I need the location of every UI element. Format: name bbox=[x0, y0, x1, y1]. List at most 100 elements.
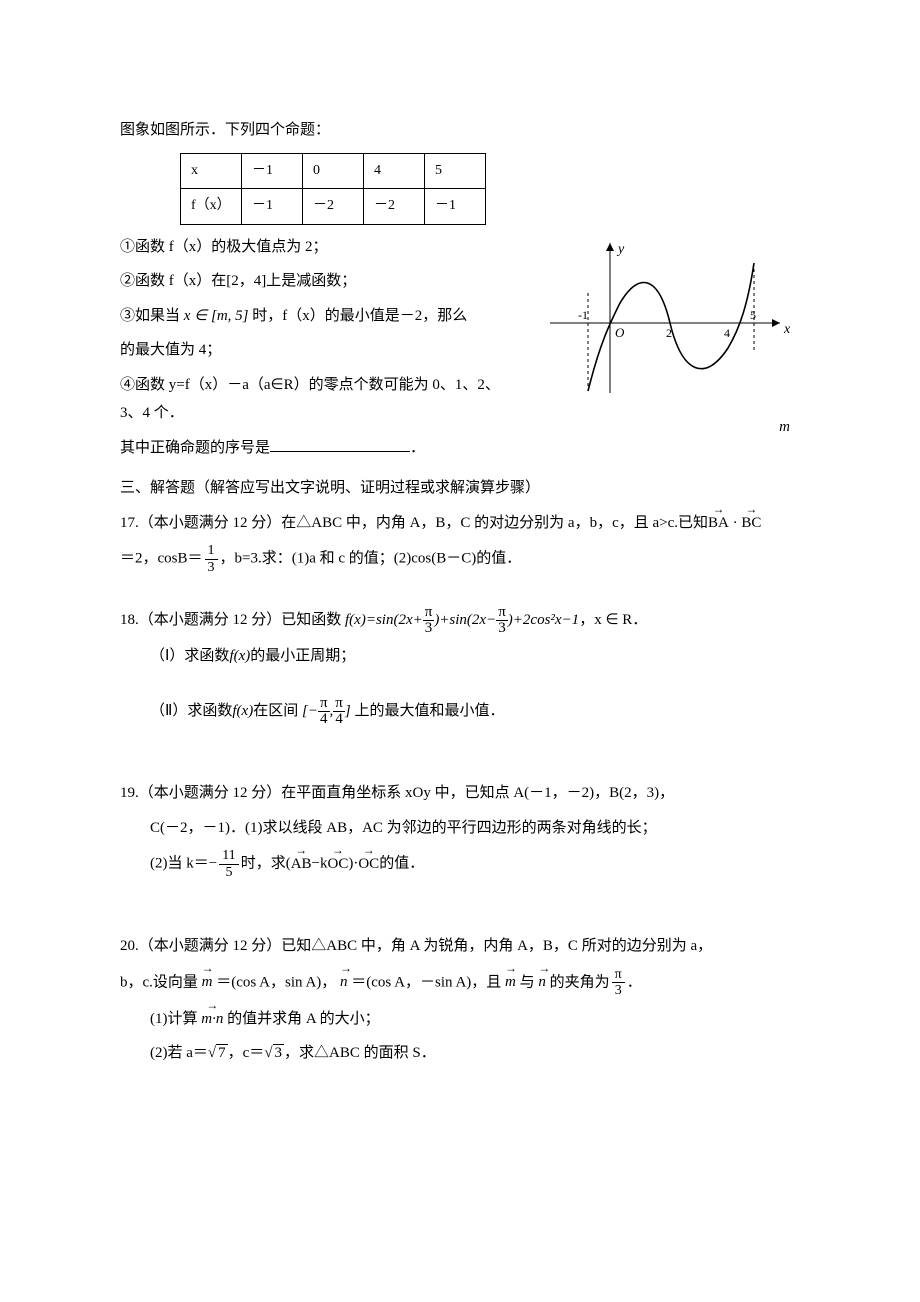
q20-line1: 20.（本小题满分 12 分）已知△ABC 中，角 A 为锐角，内角 A，B，C… bbox=[120, 932, 800, 961]
num: π bbox=[612, 967, 625, 983]
graph-svg: y x O -1 2 4 5 bbox=[540, 233, 800, 403]
q18-interval: [−π4,π4] bbox=[302, 696, 351, 727]
cell: x bbox=[181, 153, 242, 189]
q20-l2e: 的夹角为 bbox=[550, 974, 610, 990]
q18-mid2: )+2cos²x−1 bbox=[508, 612, 579, 628]
q20-l2f: ． bbox=[627, 974, 642, 990]
vec-OC2: OC bbox=[358, 850, 379, 879]
s3-prefix: ③如果当 bbox=[120, 308, 180, 324]
y-axis-label: y bbox=[616, 242, 625, 257]
q19-l3b: 时，求( bbox=[241, 856, 291, 872]
vec-mn: m·n bbox=[201, 1005, 223, 1034]
cell: －1 bbox=[425, 189, 486, 225]
vec-OC1: OC bbox=[328, 850, 349, 879]
q19-line1: 19.（本小题满分 12 分）在平面直角坐标系 xOy 中，已知点 A(－1，－… bbox=[120, 779, 800, 808]
frac-den: 3 bbox=[205, 560, 218, 575]
table-row: f（x） －1 －2 －2 －1 bbox=[181, 189, 486, 225]
q17-line1: 17.（本小题满分 12 分）在△ABC 中，内角 A，B，C 的对边分别为 a… bbox=[120, 509, 800, 538]
q17-l2a: ＝2，cosB＝ bbox=[120, 551, 203, 567]
ir: ] bbox=[345, 703, 351, 719]
q20-l2b: ＝(cos A，sin A)， bbox=[216, 974, 336, 990]
rad: 7 bbox=[216, 1044, 228, 1061]
vec-m1: m bbox=[202, 968, 213, 997]
sqrt7: 7 bbox=[208, 1039, 228, 1068]
s3-mid: 时，f（x）的最小值是－2，那么 bbox=[252, 308, 467, 324]
answer-prefix: 其中正确命题的序号是 bbox=[120, 440, 270, 456]
vec-n2: n bbox=[538, 968, 546, 997]
sqrt3: 3 bbox=[264, 1039, 284, 1068]
q19-frac: 115 bbox=[219, 848, 238, 880]
q17-frac: 13 bbox=[205, 543, 218, 575]
q19-line3: (2)当 k＝−115时，求(AB−kOC)·OC的值． bbox=[120, 848, 800, 880]
pi3b: π3 bbox=[496, 605, 508, 636]
num: π bbox=[496, 605, 508, 621]
vec-m2: m bbox=[505, 968, 516, 997]
num: π bbox=[333, 696, 345, 712]
q18-part1: （Ⅰ）求函数f(x)的最小正周期； bbox=[120, 642, 800, 671]
q17-dot: · bbox=[733, 515, 738, 531]
answer-suffix: ． bbox=[410, 440, 425, 456]
q20-l2a: b，c.设向量 bbox=[120, 974, 198, 990]
num: π bbox=[318, 696, 330, 712]
il: [− bbox=[302, 703, 318, 719]
q20-part1: (1)计算 m·n 的值并求角 A 的大小； bbox=[120, 1005, 800, 1034]
q20-p1b: 的值并求角 A 的大小； bbox=[227, 1011, 380, 1027]
num: 11 bbox=[219, 848, 238, 864]
q18-head-line: 18.（本小题满分 12 分）已知函数 f(x)=sin(2x+π3)+sin(… bbox=[120, 605, 800, 636]
page-content: 图象如图所示．下列四个命题： x －1 0 4 5 f（x） －1 －2 －2 … bbox=[0, 0, 920, 1134]
origin-label: O bbox=[615, 325, 625, 340]
den: 5 bbox=[219, 865, 238, 880]
value-table: x －1 0 4 5 f（x） －1 －2 －2 －1 bbox=[180, 153, 486, 225]
q18-part2: （Ⅱ）求函数f(x)在区间 [−π4,π4] 上的最大值和最小值． bbox=[120, 696, 800, 727]
cell: 0 bbox=[303, 153, 364, 189]
rad: 3 bbox=[273, 1044, 285, 1061]
tick-4: 4 bbox=[724, 326, 730, 340]
pi4a: π4 bbox=[318, 696, 330, 727]
den: 4 bbox=[333, 712, 345, 727]
pi4b: π4 bbox=[333, 696, 345, 727]
q18-p1b: 的最小正周期； bbox=[250, 648, 355, 664]
q20-p2a: (2)若 a＝ bbox=[150, 1045, 208, 1061]
section-3-title: 三、解答题（解答应写出文字说明、证明过程或求解演算步骤） bbox=[120, 474, 800, 503]
q20-p2b: ，c＝ bbox=[228, 1045, 265, 1061]
intro-line: 图象如图所示．下列四个命题： bbox=[120, 116, 800, 145]
q20-p2c: ，求△ABC 的面积 S． bbox=[284, 1045, 436, 1061]
q19-l3d: )· bbox=[348, 856, 358, 872]
graph-side-label: m bbox=[540, 413, 800, 442]
q20-l2c: ＝(cos A，－sin A)，且 bbox=[351, 974, 501, 990]
q18-p1a: （Ⅰ）求函数 bbox=[150, 648, 229, 664]
q20-part2: (2)若 a＝ 7，c＝ 3，求△ABC 的面积 S． bbox=[120, 1039, 800, 1068]
den: 3 bbox=[612, 983, 625, 998]
q18-func-wrap: f(x)=sin(2x+π3)+sin(2x−π3)+2cos²x−1 bbox=[345, 605, 579, 636]
q18-p2f: f(x) bbox=[232, 703, 253, 719]
q19-line2: C(－2，－1)．(1)求以线段 AB，AC 为邻边的平行四边形的两条对角线的长… bbox=[120, 814, 800, 843]
function-graph: y x O -1 2 4 5 m bbox=[540, 233, 800, 442]
den: 3 bbox=[496, 621, 508, 636]
q18-p2b: 在区间 bbox=[253, 703, 298, 719]
cell: －1 bbox=[242, 153, 303, 189]
tick-5: 5 bbox=[750, 308, 756, 322]
frac-num: 1 bbox=[205, 543, 218, 559]
pi3a: π3 bbox=[423, 605, 435, 636]
q17-l2b: ，b=3.求：(1)a 和 c 的值；(2)cos(B－C)的值． bbox=[220, 551, 522, 567]
q18-mid1: )+sin(2x− bbox=[434, 612, 496, 628]
cell: f（x） bbox=[181, 189, 242, 225]
q19-l3e: 的值． bbox=[379, 856, 424, 872]
q20-pi3: π3 bbox=[612, 967, 625, 999]
q18-p2a: （Ⅱ）求函数 bbox=[150, 703, 232, 719]
cell: －2 bbox=[364, 189, 425, 225]
vector-BA: BA bbox=[708, 509, 729, 538]
answer-blank bbox=[270, 436, 410, 452]
vec-AB: AB bbox=[291, 850, 312, 879]
q20-l2d: 与 bbox=[520, 974, 535, 990]
vec-n1: n bbox=[340, 968, 348, 997]
q18-p2c: 上的最大值和最小值． bbox=[354, 703, 504, 719]
cell: 4 bbox=[364, 153, 425, 189]
s3-range: x ∈ [m, 5] bbox=[184, 308, 249, 324]
cell: －1 bbox=[242, 189, 303, 225]
q18-func: f(x)=sin(2x+ bbox=[345, 612, 423, 628]
q20-p1a: (1)计算 bbox=[150, 1011, 198, 1027]
num: π bbox=[423, 605, 435, 621]
den: 4 bbox=[318, 712, 330, 727]
tick-neg1: -1 bbox=[578, 308, 588, 322]
